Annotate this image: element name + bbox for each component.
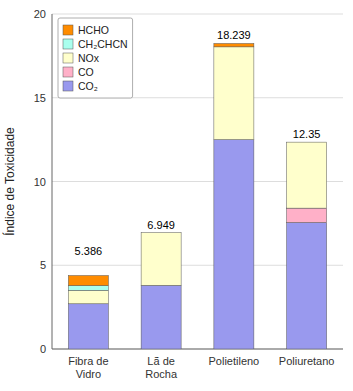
bar-segment xyxy=(287,208,327,222)
x-tick-label: Polietileno xyxy=(208,355,259,367)
bar-segment xyxy=(287,142,327,208)
legend-swatch xyxy=(63,39,73,49)
y-axis-label: Índice de Toxicidade xyxy=(2,127,17,236)
legend-label: HCHO xyxy=(78,24,109,36)
bar-segment xyxy=(287,142,327,143)
bar-segment xyxy=(214,43,254,46)
y-tick-label: 10 xyxy=(34,176,46,188)
y-axis-line xyxy=(52,14,53,349)
bar-segment xyxy=(141,232,181,233)
x-tick-label: Lã deRocha xyxy=(145,355,178,380)
y-tick-label: 0 xyxy=(40,343,46,355)
bar-segment xyxy=(141,285,181,349)
total-label: 12.35 xyxy=(293,128,321,140)
legend-swatch xyxy=(63,81,73,91)
y-tick-label: 20 xyxy=(34,8,46,20)
chart: 0 5 10 15 20 5.386 6.949 18.239 12.35 Fibra deVid… xyxy=(0,0,353,391)
grid-line xyxy=(52,14,343,15)
bar-segment xyxy=(287,142,327,143)
legend-label: CO xyxy=(78,66,94,78)
legend-frame xyxy=(58,18,133,98)
legend-label: NOx xyxy=(78,52,100,64)
total-label: 18.239 xyxy=(217,29,251,41)
legend: HCHO CH₂CHCN NOx CO CO₂ xyxy=(58,18,133,98)
legend-swatch xyxy=(63,53,73,63)
bar-segment xyxy=(214,47,254,140)
total-label: 6.949 xyxy=(147,219,175,231)
total-label: 5.386 xyxy=(75,245,103,257)
x-tick-label: Fibra deVidro xyxy=(68,355,108,380)
legend-swatch xyxy=(63,67,73,77)
y-tick-label: 5 xyxy=(40,259,46,271)
bar-segment xyxy=(141,233,181,286)
legend-label: CO₂ xyxy=(78,80,98,92)
bar-segment xyxy=(68,276,108,286)
bar-segment xyxy=(287,223,327,349)
y-tick-label: 15 xyxy=(34,92,46,104)
bar-segment xyxy=(68,304,108,349)
grid xyxy=(52,14,343,349)
bar-segment xyxy=(68,286,108,291)
x-tick-label: Poliuretano xyxy=(279,355,335,367)
bar-segment xyxy=(214,140,254,349)
bar-segment xyxy=(141,232,181,233)
legend-label: CH₂CHCN xyxy=(78,38,128,50)
bar-segment xyxy=(68,290,108,303)
legend-swatch xyxy=(63,25,73,35)
